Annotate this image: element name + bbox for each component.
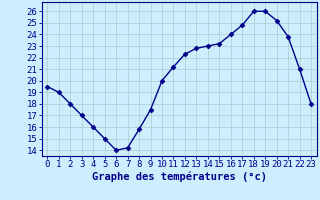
X-axis label: Graphe des températures (°c): Graphe des températures (°c)	[92, 172, 267, 182]
